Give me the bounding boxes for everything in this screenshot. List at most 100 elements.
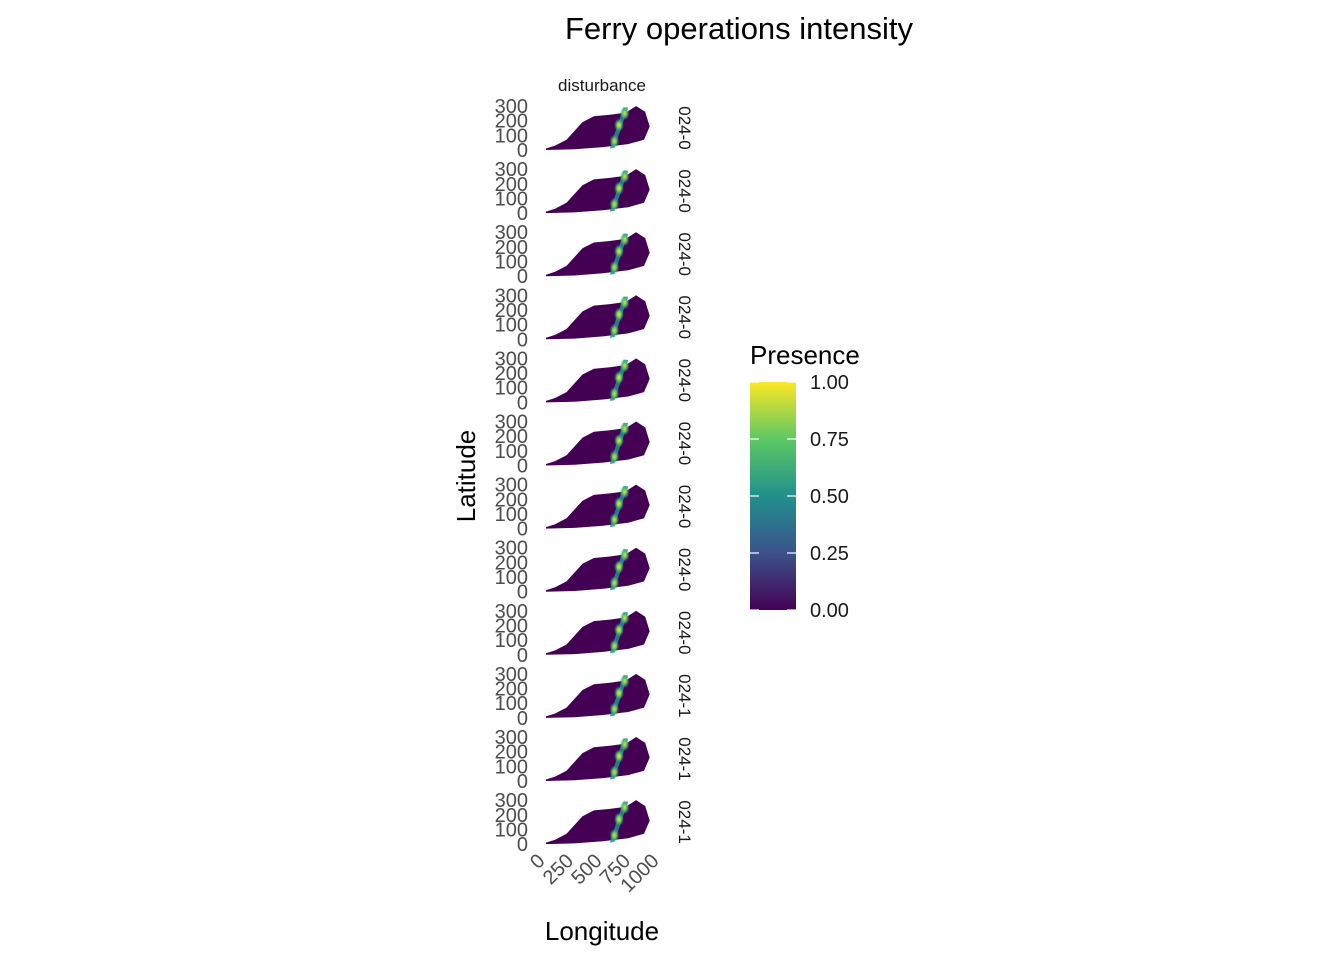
presence-hotspot — [614, 244, 624, 259]
x-axis-title: Longitude — [545, 916, 659, 946]
y-tick-label: 0 — [517, 519, 528, 541]
land-region — [546, 106, 650, 150]
facet-row-strip: 024-0 — [675, 106, 694, 149]
land-region — [546, 295, 650, 340]
legend-tick-label: 0.75 — [810, 429, 849, 451]
presence-hotspot — [619, 484, 630, 499]
presence-hotspot — [614, 559, 624, 574]
y-tick-label: 100 — [495, 567, 528, 589]
presence-hotspot — [619, 421, 630, 436]
y-tick-label: 200 — [495, 174, 528, 196]
y-tick-label: 0 — [517, 771, 528, 793]
presence-hotspot — [609, 765, 620, 780]
y-tick-label: 100 — [495, 378, 528, 400]
y-tick-label: 100 — [495, 819, 528, 841]
y-tick-label: 200 — [495, 426, 528, 448]
presence-hotspot — [619, 611, 630, 626]
y-tick-label: 300 — [495, 222, 528, 244]
facet-row-strip: 024-0 — [675, 611, 694, 654]
presence-hotspot — [609, 702, 620, 717]
presence-hotspot — [609, 575, 620, 590]
y-tick-label: 100 — [495, 630, 528, 652]
facet-row-strip: 024-0 — [675, 422, 694, 465]
presence-hotspot — [609, 639, 620, 653]
y-tick-label: 200 — [495, 552, 528, 574]
land-region — [546, 421, 650, 466]
presence-hotspot — [614, 433, 624, 448]
y-tick-label: 0 — [517, 329, 528, 351]
y-tick-label: 100 — [495, 441, 528, 463]
presence-hotspot — [614, 118, 624, 133]
y-axis-title: Latitude — [451, 430, 481, 523]
presence-hotspot — [619, 232, 630, 247]
y-tick-label: 100 — [495, 693, 528, 715]
y-tick-label: 300 — [495, 664, 528, 686]
presence-hotspot — [614, 307, 624, 322]
legend-tick-label: 0.50 — [810, 486, 849, 508]
land-region — [546, 800, 650, 845]
presence-hotspot — [619, 800, 630, 815]
facet-row-strip: 024-0 — [675, 485, 694, 528]
facet-row-strip: 024-0 — [675, 548, 694, 591]
y-tick-label: 100 — [495, 188, 528, 210]
presence-hotspot — [614, 749, 624, 764]
legend-tick-label: 1.00 — [810, 372, 849, 394]
y-tick-label: 300 — [495, 348, 528, 370]
presence-hotspot — [619, 674, 630, 689]
y-tick-label: 0 — [517, 392, 528, 414]
y-tick-label: 100 — [495, 125, 528, 147]
y-tick-label: 300 — [495, 475, 528, 497]
presence-hotspot — [609, 828, 620, 843]
presence-hotspot — [614, 496, 624, 511]
y-tick-label: 200 — [495, 805, 528, 827]
y-tick-label: 200 — [495, 679, 528, 701]
y-tick-label: 300 — [495, 159, 528, 181]
presence-hotspot — [609, 260, 620, 275]
y-tick-label: 0 — [517, 645, 528, 667]
land-region — [546, 737, 650, 781]
presence-hotspot — [619, 106, 630, 121]
facet-column-strip: disturbance — [558, 76, 646, 95]
y-tick-label: 300 — [495, 727, 528, 749]
chart-title: Ferry operations intensity — [565, 11, 914, 46]
y-tick-label: 200 — [495, 489, 528, 511]
legend-tick-label: 0.25 — [810, 543, 849, 565]
presence-hotspot — [614, 181, 624, 196]
y-tick-label: 300 — [495, 790, 528, 812]
facet-row-strip: 024-0 — [675, 359, 694, 402]
y-tick-label: 0 — [517, 582, 528, 604]
color-legend: Presence 0.00 0.25 0.50 0.75 1.00 — [750, 340, 860, 622]
presence-hotspot — [614, 370, 624, 385]
facet-row-strip: 024-0 — [675, 169, 694, 212]
presence-hotspot — [619, 358, 630, 373]
y-tick-label: 100 — [495, 504, 528, 526]
y-tick-label: 100 — [495, 252, 528, 274]
presence-hotspot — [614, 622, 624, 637]
y-tick-label: 200 — [495, 363, 528, 385]
presence-hotspot — [614, 686, 624, 700]
land-region — [546, 358, 650, 403]
y-tick-label: 0 — [517, 708, 528, 730]
y-tick-label: 300 — [495, 601, 528, 623]
legend-ticks: 0.00 0.25 0.50 0.75 1.00 — [750, 372, 849, 622]
y-tick-label: 300 — [495, 412, 528, 434]
y-tick-label: 200 — [495, 237, 528, 259]
y-tick-label: 200 — [495, 111, 528, 133]
y-tick-label: 300 — [495, 96, 528, 118]
legend-tick-label: 0.00 — [810, 600, 849, 622]
presence-hotspot — [609, 512, 620, 527]
facet-row-strip: 024-1 — [675, 674, 694, 717]
y-tick-label: 200 — [495, 616, 528, 638]
land-region — [546, 610, 650, 655]
